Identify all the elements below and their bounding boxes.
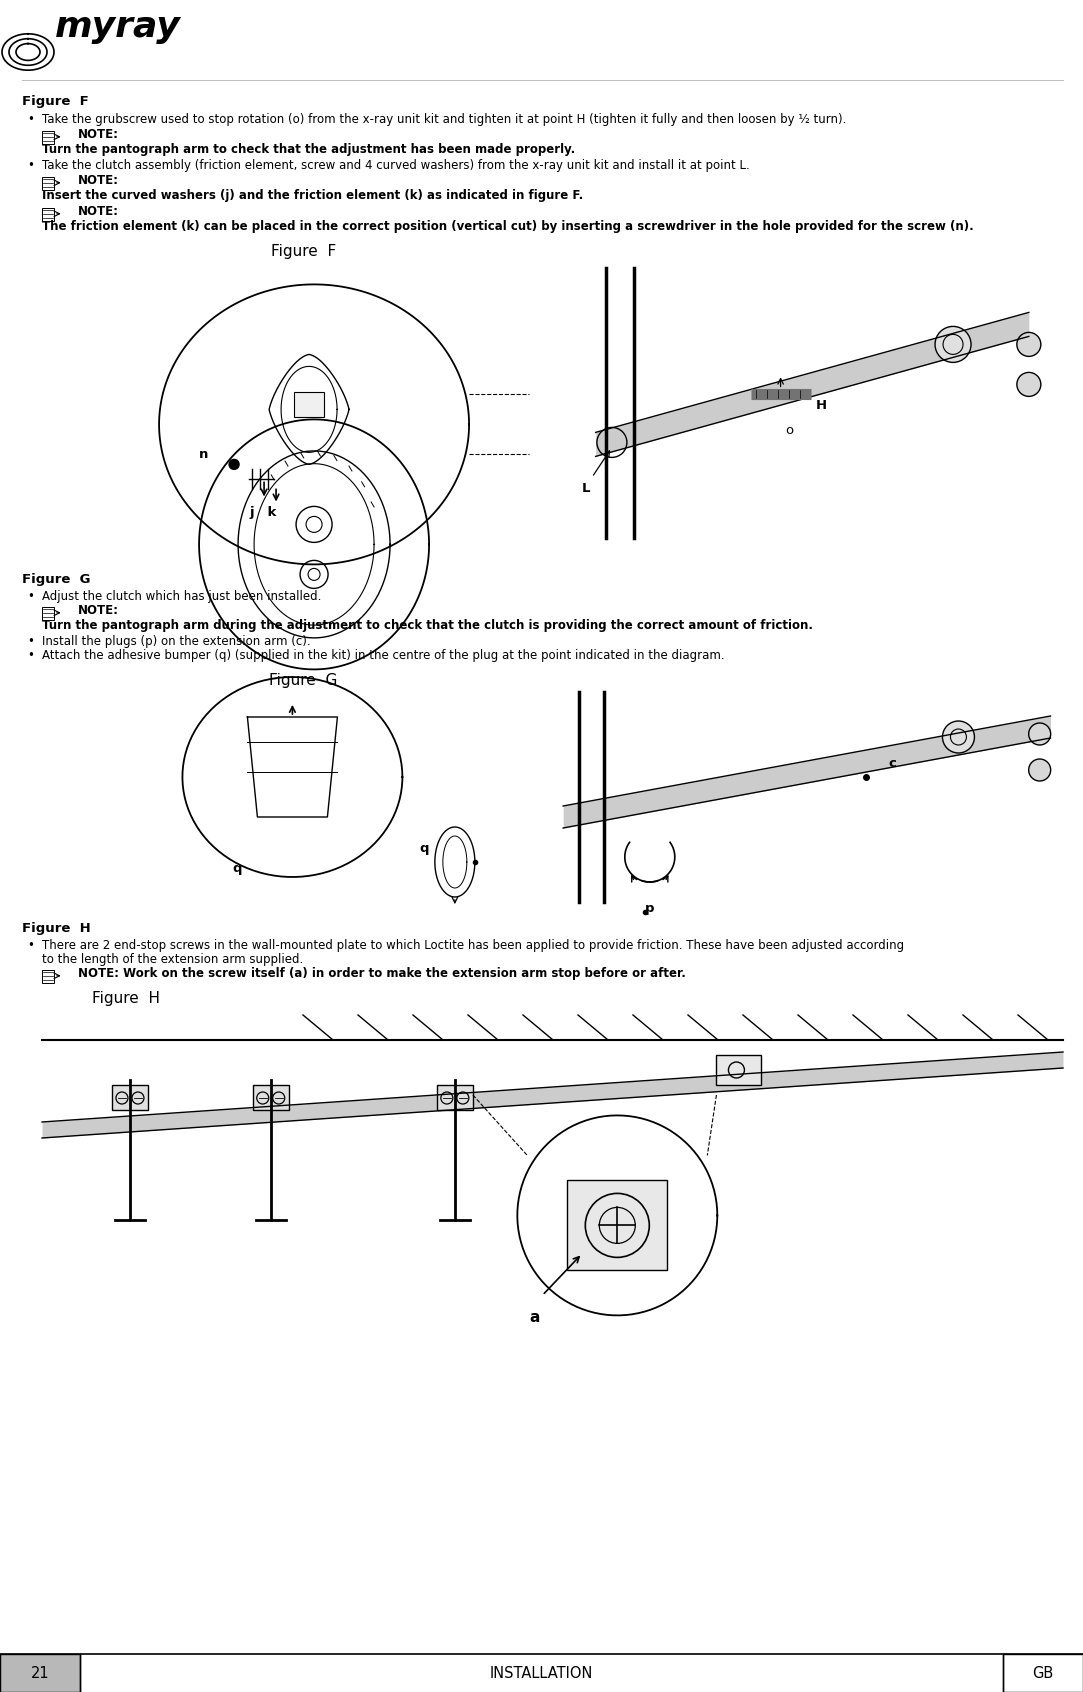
Bar xyxy=(42,208,54,222)
Text: NOTE:: NOTE: xyxy=(78,174,119,188)
Text: Attach the adhesive bumper (q) (supplied in the kit) in the centre of the plug a: Attach the adhesive bumper (q) (supplied… xyxy=(42,650,725,662)
Circle shape xyxy=(1017,372,1041,396)
Text: n: n xyxy=(199,448,208,460)
Text: Figure  G: Figure G xyxy=(22,574,91,585)
Bar xyxy=(717,1056,761,1085)
Text: NOTE:: NOTE: xyxy=(78,129,119,140)
Text: Figure  H: Figure H xyxy=(92,992,160,1007)
Text: NOTE: Work on the screw itself (a) in order to make the extension arm stop befor: NOTE: Work on the screw itself (a) in or… xyxy=(78,968,686,980)
Text: Turn the pantograph arm to check that the adjustment has been made properly.: Turn the pantograph arm to check that th… xyxy=(42,144,575,156)
Text: myray: myray xyxy=(55,10,181,44)
Text: Figure  F: Figure F xyxy=(22,95,89,108)
Text: j   k: j k xyxy=(249,506,276,519)
Text: Figure  G: Figure G xyxy=(269,673,338,689)
Text: The friction element (k) can be placed in the correct position (vertical cut) by: The friction element (k) can be placed i… xyxy=(42,220,974,233)
Text: H: H xyxy=(815,399,826,413)
Bar xyxy=(1003,1655,1083,1692)
Bar xyxy=(436,1085,473,1110)
Text: Turn the pantograph arm during the adjustment to check that the clutch is provid: Turn the pantograph arm during the adjus… xyxy=(42,619,813,633)
Bar xyxy=(42,607,54,619)
Text: •: • xyxy=(27,939,34,953)
Bar xyxy=(42,130,54,144)
Bar xyxy=(295,393,324,416)
Text: p: p xyxy=(645,902,654,915)
Text: Figure  H: Figure H xyxy=(22,922,91,936)
Circle shape xyxy=(942,721,975,753)
Text: •: • xyxy=(27,650,34,662)
Text: •: • xyxy=(27,634,34,648)
Text: o: o xyxy=(785,425,794,438)
Circle shape xyxy=(230,460,239,469)
Bar xyxy=(42,970,54,983)
Text: Adjust the clutch which has just been installed.: Adjust the clutch which has just been in… xyxy=(42,591,322,602)
Text: GB: GB xyxy=(1032,1665,1054,1680)
Text: 21: 21 xyxy=(30,1665,50,1680)
Text: •: • xyxy=(27,159,34,173)
Circle shape xyxy=(935,327,971,362)
Bar xyxy=(0,1655,1083,1692)
Text: Take the grubscrew used to stop rotation (o) from the x-ray unit kit and tighten: Take the grubscrew used to stop rotation… xyxy=(42,113,847,125)
Text: q: q xyxy=(233,861,242,875)
Text: Install the plugs (p) on the extension arm (c).: Install the plugs (p) on the extension a… xyxy=(42,634,311,648)
Text: a: a xyxy=(530,1310,539,1325)
Text: q: q xyxy=(420,843,429,854)
Circle shape xyxy=(1029,760,1051,782)
Text: Take the clutch assembly (friction element, screw and 4 curved washers) from the: Take the clutch assembly (friction eleme… xyxy=(42,159,749,173)
Circle shape xyxy=(1017,332,1041,357)
Text: •: • xyxy=(27,591,34,602)
Text: NOTE:: NOTE: xyxy=(78,205,119,218)
Bar xyxy=(252,1085,289,1110)
Text: There are 2 end-stop screws in the wall-mounted plate to which Loctite has been : There are 2 end-stop screws in the wall-… xyxy=(42,939,904,953)
Bar xyxy=(567,1181,667,1271)
Text: Figure  F: Figure F xyxy=(271,244,336,259)
Text: c: c xyxy=(888,756,896,770)
Bar xyxy=(0,1655,80,1692)
Text: •: • xyxy=(27,113,34,125)
Text: to the length of the extension arm supplied.: to the length of the extension arm suppl… xyxy=(42,953,303,966)
Text: NOTE:: NOTE: xyxy=(78,604,119,618)
Text: Insert the curved washers (j) and the friction element (k) as indicated in figur: Insert the curved washers (j) and the fr… xyxy=(42,190,584,201)
Text: INSTALLATION: INSTALLATION xyxy=(490,1665,593,1680)
Bar xyxy=(42,176,54,190)
Text: L: L xyxy=(582,482,590,496)
Circle shape xyxy=(1029,722,1051,744)
Bar xyxy=(112,1085,148,1110)
